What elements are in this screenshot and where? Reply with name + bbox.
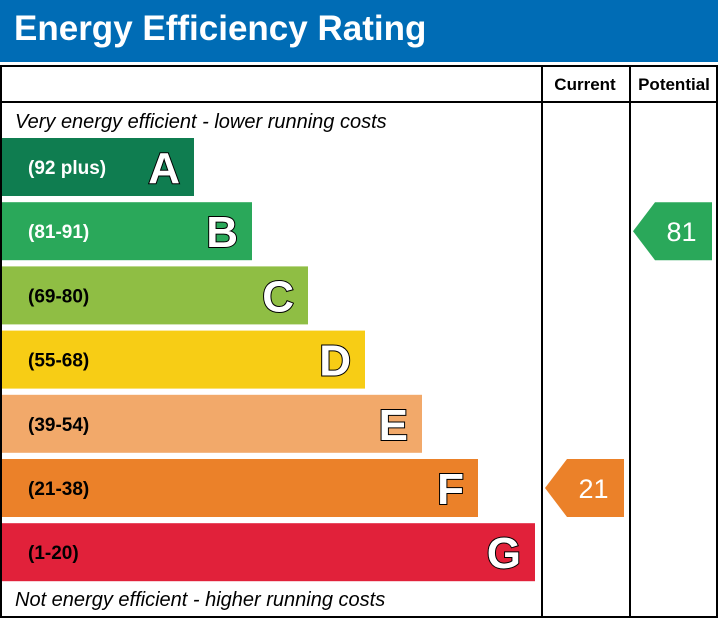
current-rating-marker: 21 [545,459,624,517]
header-bar: Energy Efficiency Rating [0,0,718,62]
band-range-label-f: (21-38) [28,479,89,500]
band-range-label-e: (39-54) [28,415,89,436]
band-range-label-d: (55-68) [28,351,89,372]
rating-markers: 21 81 [545,202,712,517]
band-range-label-b: (81-91) [28,222,89,243]
band-letter-e: E [379,401,408,450]
band-letter-b: B [206,208,238,257]
page-title: Energy Efficiency Rating [14,9,427,48]
band-bar-c [2,266,308,325]
current-rating-marker-value: 21 [578,474,608,504]
band-range-label-g: (1-20) [28,543,79,564]
rating-bands: (92 plus) A (81-91) B (69-80) C (55-68) D (39-54… [2,138,535,582]
band-bar-d [2,330,365,389]
band-bar-b [2,202,252,261]
band-bar-f [2,459,478,517]
potential-column-header: Potential [638,75,710,94]
band-d: (55-68) D [2,330,365,389]
band-letter-f: F [437,465,464,514]
potential-rating-marker: 81 [633,202,712,261]
band-g: (1-20) G [2,523,535,582]
potential-rating-marker-arrow [633,202,712,261]
band-a: (92 plus) A [2,138,194,196]
band-letter-c: C [262,272,294,321]
band-f: (21-38) F [2,459,478,517]
band-bar-a [2,138,194,196]
band-b: (81-91) B [2,202,252,261]
current-column-header: Current [554,75,616,94]
bottom-note: Not energy efficient - higher running co… [15,589,385,611]
band-range-label-c: (69-80) [28,286,89,307]
band-letter-d: D [319,337,351,386]
potential-rating-marker-value: 81 [666,217,696,247]
band-bar-e [2,394,422,453]
band-e: (39-54) E [2,394,422,453]
top-note: Very energy efficient - lower running co… [15,111,387,133]
chart-frame [0,65,718,618]
band-range-label-a: (92 plus) [28,158,106,179]
band-letter-a: A [148,144,180,193]
current-rating-marker-arrow [545,459,624,517]
band-bar-g [2,523,535,582]
band-c: (69-80) C [2,266,308,325]
band-letter-g: G [487,529,521,578]
